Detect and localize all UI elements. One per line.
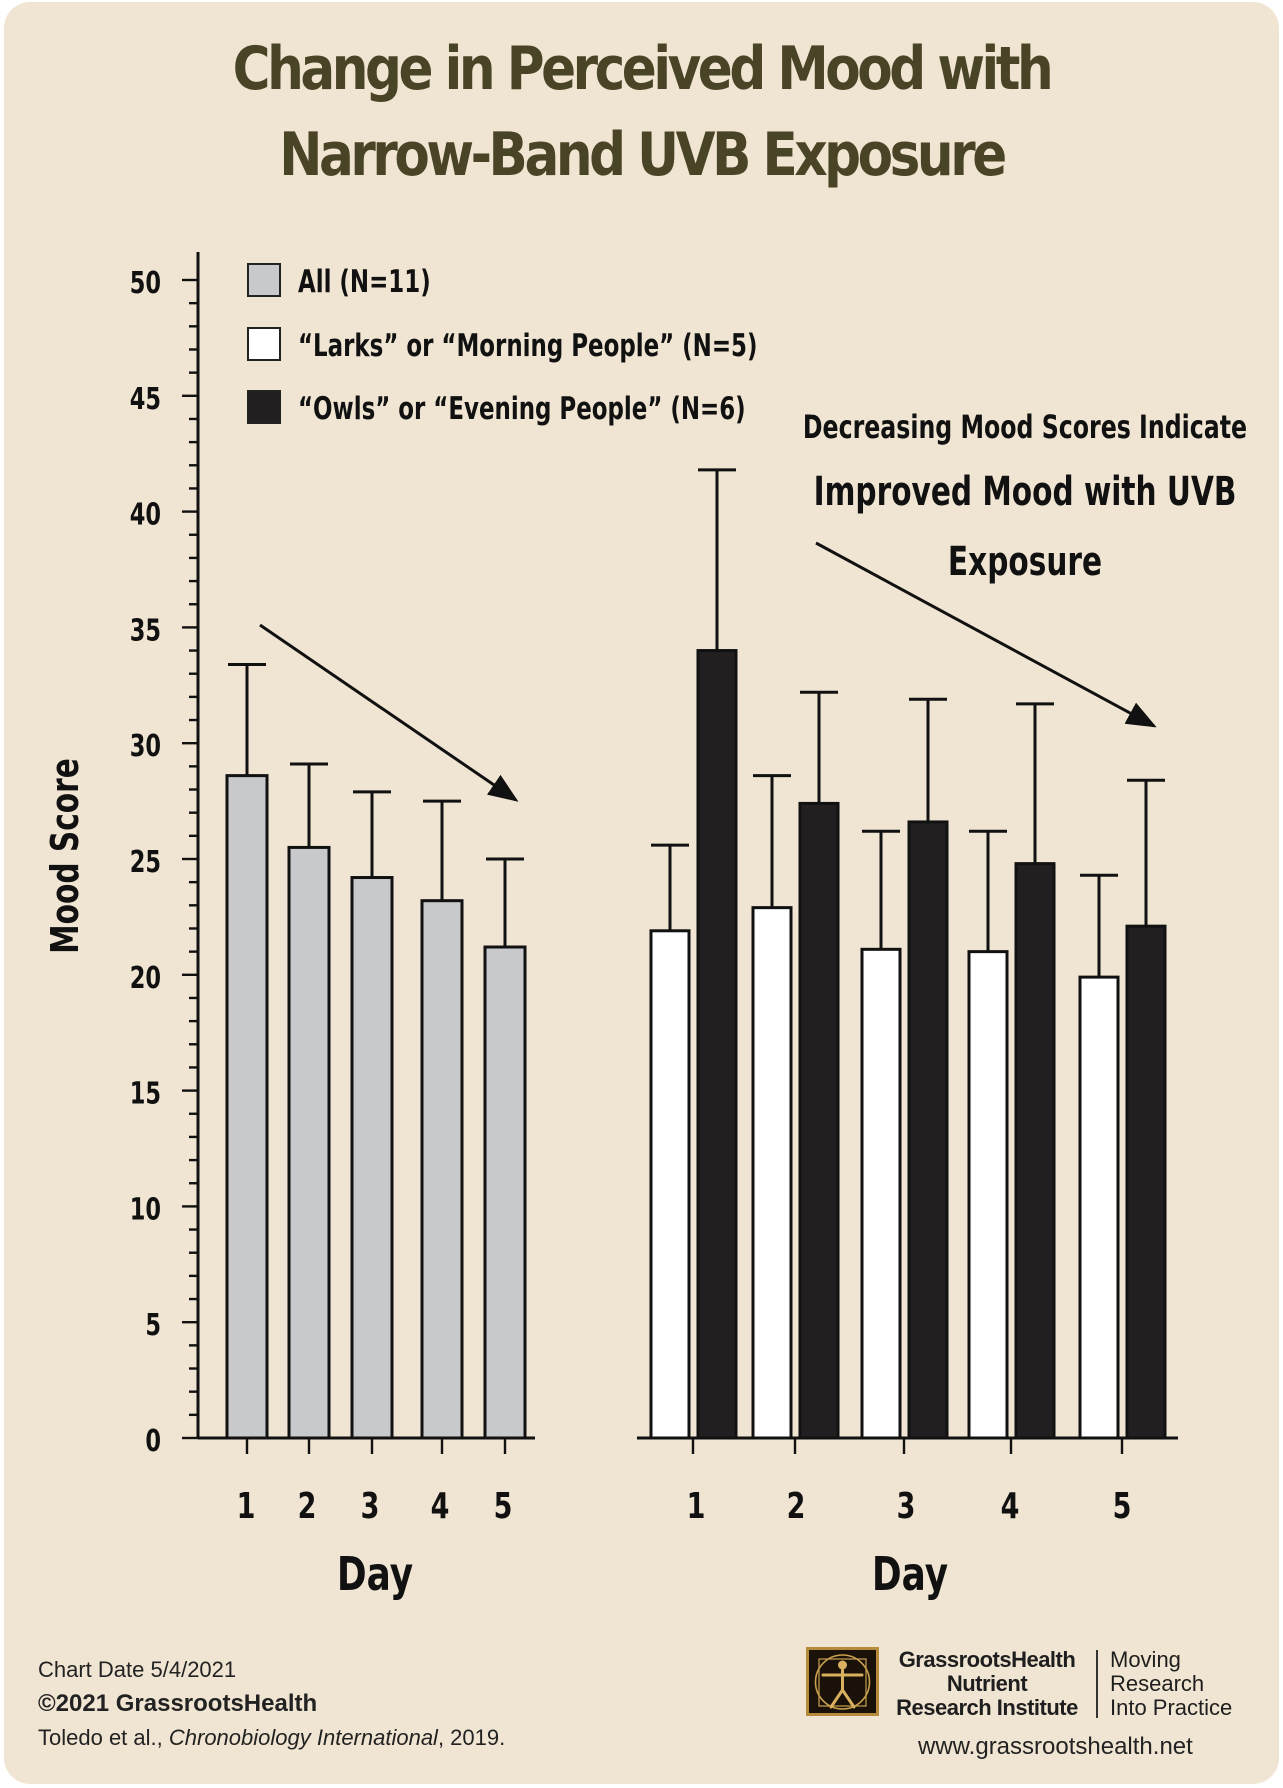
x-axis-title: Day xyxy=(337,1548,413,1602)
bar xyxy=(1125,924,1167,1440)
legend-swatch xyxy=(247,327,281,361)
tagline-line-2: Research xyxy=(1110,1671,1205,1696)
bar xyxy=(907,820,949,1440)
tagline-line-1: Moving xyxy=(1110,1647,1181,1672)
x-tick-label: 1 xyxy=(237,1484,256,1527)
y-tick-label: 30 xyxy=(130,729,161,764)
bar xyxy=(798,801,840,1440)
y-tick-label: 50 xyxy=(130,266,161,301)
x-tick-label: 3 xyxy=(361,1484,380,1527)
bar xyxy=(420,899,464,1440)
citation-journal: Chronobiology International xyxy=(168,1725,438,1750)
chart-title: Change in Perceived Mood with Narrow-Ban… xyxy=(232,34,1054,190)
y-axis-title: Mood Score xyxy=(43,758,88,954)
legend-label: “Larks” or “Morning People” (N=5) xyxy=(298,329,757,364)
card-background xyxy=(4,2,1279,1784)
y-tick-label: 45 xyxy=(130,382,161,417)
annotation-line: Exposure xyxy=(948,539,1102,586)
bar xyxy=(1014,862,1056,1440)
legend-label: All (N=11) xyxy=(298,265,431,300)
bar xyxy=(1078,975,1120,1440)
x-axis-title: Day xyxy=(872,1548,948,1602)
trend-arrow-right xyxy=(815,541,1157,728)
annotation-layer: Decreasing Mood Scores Indicate Improved … xyxy=(259,408,1247,802)
x-tick-label: 1 xyxy=(687,1484,706,1527)
x-tick-label: 5 xyxy=(494,1484,513,1527)
x-tick-label: 4 xyxy=(431,1484,450,1527)
bar xyxy=(967,950,1009,1440)
y-tick-label: 20 xyxy=(130,961,161,996)
bar xyxy=(751,906,793,1440)
logo xyxy=(806,1647,879,1716)
tagline-line-3: Into Practice xyxy=(1110,1695,1233,1720)
citation-authors: Toledo et al., xyxy=(38,1725,169,1750)
tagline: Moving Research Into Practice xyxy=(1110,1648,1232,1720)
x-tick-label: 2 xyxy=(787,1484,806,1527)
org-divider xyxy=(1096,1650,1098,1718)
bar xyxy=(225,774,269,1440)
y-tick-label: 40 xyxy=(130,497,161,532)
copyright: ©2021 GrassrootsHealth xyxy=(38,1690,318,1717)
annotation-line: Decreasing Mood Scores Indicate xyxy=(803,408,1247,446)
bar xyxy=(287,845,331,1440)
bars-layer xyxy=(225,468,1167,1440)
bar xyxy=(649,929,691,1440)
y-tick-label: 10 xyxy=(130,1192,161,1227)
y-tick-label: 15 xyxy=(130,1076,161,1111)
org-line-1: GrassrootsHealth xyxy=(898,1647,1076,1672)
legend-layer: All (N=11) “Larks” or “Morning People” (N… xyxy=(247,263,757,427)
y-tick-label: 5 xyxy=(145,1308,161,1343)
legend-swatch xyxy=(247,263,281,297)
legend-swatch xyxy=(247,390,281,424)
citation: Toledo et al., Chronobiology Internation… xyxy=(38,1721,505,1755)
org-line-3: Research Institute xyxy=(896,1695,1078,1720)
x-tick-label: 2 xyxy=(298,1484,317,1527)
x-tick-label: 4 xyxy=(1001,1484,1020,1527)
annotation-line: Improved Mood with UVB xyxy=(814,469,1237,516)
org-name: GrassrootsHealth Nutrient Research Insti… xyxy=(888,1648,1086,1720)
x-tick-label: 5 xyxy=(1113,1484,1132,1527)
x-tick-label: 3 xyxy=(897,1484,916,1527)
y-tick-label: 35 xyxy=(130,613,161,648)
bar xyxy=(696,649,738,1440)
footer-left: Chart Date 5/4/2021 ©2021 GrassrootsHeal… xyxy=(38,1653,505,1755)
legend-label: “Owls” or “Evening People” (N=6) xyxy=(298,392,746,427)
bar xyxy=(860,947,902,1440)
y-tick-label: 25 xyxy=(130,845,161,880)
bar xyxy=(350,876,394,1440)
website-url: www.grassrootshealth.net xyxy=(918,1733,1193,1760)
chart-date: Chart Date 5/4/2021 xyxy=(38,1657,237,1682)
org-line-2: Nutrient xyxy=(946,1671,1028,1696)
bar xyxy=(483,945,527,1440)
citation-year: , 2019. xyxy=(437,1725,506,1750)
vitruvian-figure-icon xyxy=(814,1654,871,1710)
y-tick-label: 0 xyxy=(145,1424,161,1459)
trend-arrow-left xyxy=(259,623,519,802)
